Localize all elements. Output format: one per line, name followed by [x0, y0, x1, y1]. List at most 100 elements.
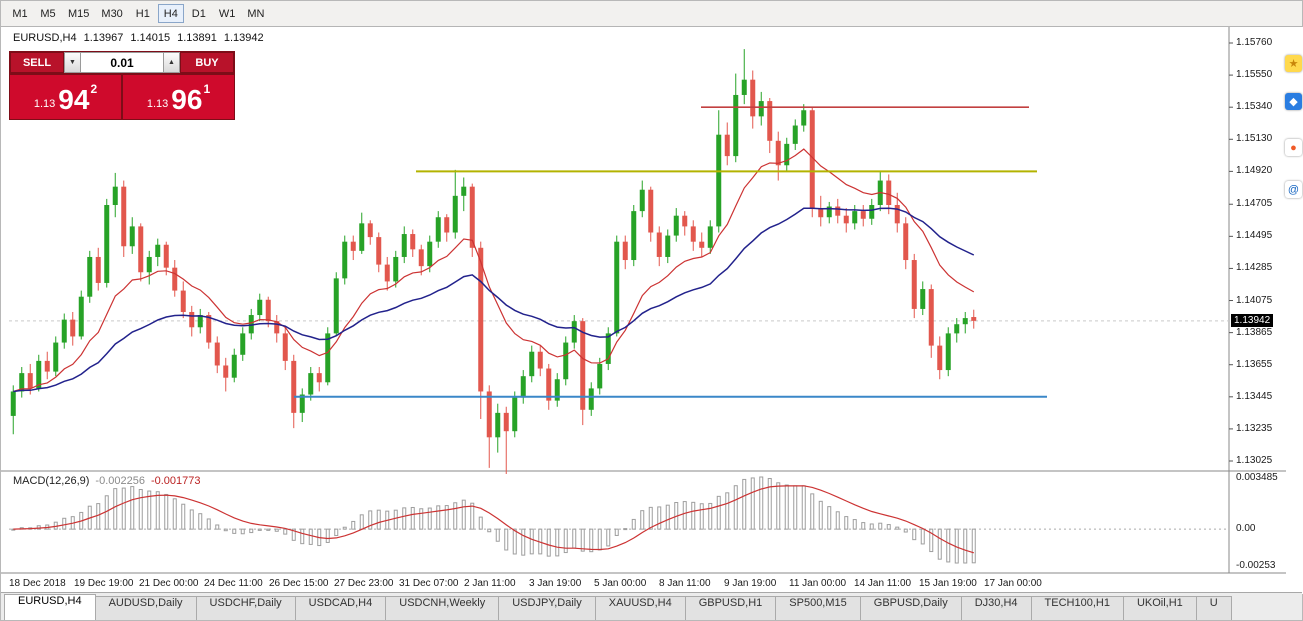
candle-body	[36, 360, 42, 389]
candle-body	[639, 189, 645, 212]
chart-tab-audusd-daily[interactable]: AUDUSD,Daily	[94, 596, 197, 620]
macd-bar	[589, 528, 594, 553]
candle-body	[478, 247, 484, 392]
macd-bar	[555, 528, 560, 557]
chart-area[interactable]: 1.15760 1.15550 1.15340 1.15130 1.14920 1.147…	[1, 27, 1303, 594]
candle-body	[19, 373, 25, 392]
macd-bar	[912, 528, 917, 541]
candle-body	[580, 321, 586, 410]
sell-price-box[interactable]: 1.13 94 2	[10, 75, 121, 119]
trade-panel-controls: SELL ▼ ▲ BUY	[10, 52, 234, 73]
volume-input[interactable]	[81, 52, 163, 73]
sell-button[interactable]: SELL	[10, 52, 64, 73]
candle-body	[801, 110, 807, 126]
macd-bar	[946, 528, 951, 563]
chart-tab-gbpusd-daily[interactable]: GBPUSD,Daily	[859, 596, 962, 620]
candle-body	[597, 363, 603, 389]
ma-line-34	[13, 207, 975, 393]
candle-body	[146, 256, 152, 273]
macd-bar	[223, 528, 228, 532]
chart-tab-xauusd-h4[interactable]: XAUUSD,H4	[594, 596, 686, 620]
macd-bar	[257, 528, 262, 531]
macd-bar	[699, 503, 704, 530]
chart-tab-tech100-h1[interactable]: TECH100,H1	[1030, 596, 1124, 620]
chart-tab-dj30-h4[interactable]: DJ30,H4	[960, 596, 1032, 620]
candle-body	[214, 342, 220, 366]
macd-bar	[682, 501, 687, 530]
candle-body	[852, 211, 858, 224]
mail-float-icon[interactable]: @	[1285, 181, 1302, 198]
candle-body	[928, 289, 934, 346]
candle-body	[248, 315, 254, 334]
chart-tab-u[interactable]: U	[1195, 596, 1232, 620]
candle-body	[894, 205, 900, 224]
macd-bar	[410, 506, 415, 530]
buy-button[interactable]: BUY	[180, 52, 234, 73]
star-float-icon[interactable]: ★	[1285, 55, 1302, 72]
candle-body	[588, 388, 594, 410]
macd-bar	[750, 477, 755, 530]
candle-body	[665, 235, 671, 257]
candle-body	[767, 101, 773, 141]
macd-bar	[249, 528, 254, 534]
candle-body	[733, 94, 739, 157]
price-chart[interactable]	[1, 27, 1303, 594]
candle-body	[163, 244, 169, 268]
macd-bar	[189, 509, 194, 530]
candle-body	[690, 226, 696, 242]
close-value: 1.13942	[223, 32, 264, 44]
browser-float-icon[interactable]: ●	[1285, 139, 1302, 156]
macd-bar	[487, 528, 492, 533]
macd-bar	[495, 528, 500, 542]
candle-body	[622, 241, 628, 261]
chart-tab-usdjpy-daily[interactable]: USDJPY,Daily	[498, 596, 596, 620]
desktop-float-icons: ★ ◆ ● @	[1285, 27, 1303, 594]
macd-bar	[827, 506, 832, 530]
buy-price-pips: 96	[171, 84, 203, 116]
app-float-icon[interactable]: ◆	[1285, 93, 1302, 110]
candle-body	[784, 143, 790, 166]
chart-tab-gbpusd-h1[interactable]: GBPUSD,H1	[684, 596, 777, 620]
candle-body	[418, 249, 424, 267]
macd-signal-value: -0.001773	[150, 475, 201, 487]
chart-tab-eurusd-h4[interactable]: EURUSD,H4	[4, 594, 96, 620]
macd-bar	[920, 528, 925, 545]
macd-bar	[657, 506, 662, 530]
candle-body	[486, 391, 492, 438]
candle-body	[571, 321, 577, 343]
candle-body	[920, 289, 926, 309]
chart-tab-usdcnh-weekly[interactable]: USDCNH,Weekly	[385, 596, 500, 620]
macd-bar	[300, 528, 305, 545]
chart-tab-sp500-m15[interactable]: SP500,M15	[775, 596, 861, 620]
chart-tab-usdcad-h4[interactable]: USDCAD,H4	[294, 596, 387, 620]
timeframe-button-mn[interactable]: MN	[242, 4, 269, 23]
macd-bar	[793, 485, 798, 530]
timeframe-button-d1[interactable]: D1	[186, 4, 212, 23]
chart-tab-ukoil-h1[interactable]: UKOil,H1	[1122, 596, 1197, 620]
macd-bar	[351, 520, 356, 530]
candle-body	[724, 134, 730, 157]
volume-increase-button[interactable]: ▲	[163, 52, 180, 73]
macd-bar	[138, 489, 143, 530]
macd-bar	[334, 528, 339, 537]
macd-bar	[886, 524, 891, 530]
timeframe-button-h4[interactable]: H4	[157, 4, 184, 23]
macd-label: MACD(12,26,9)	[13, 475, 90, 487]
chart-tab-usdchf-daily[interactable]: USDCHF,Daily	[195, 596, 296, 620]
timeframe-button-m1[interactable]: M1	[7, 4, 33, 23]
volume-decrease-button[interactable]: ▼	[64, 52, 81, 73]
candle-body	[342, 241, 348, 279]
candles-layer	[10, 49, 977, 474]
candle-body	[95, 256, 101, 283]
candle-body	[384, 264, 390, 282]
timeframe-button-w1[interactable]: W1	[214, 4, 241, 23]
candle-body	[401, 234, 407, 257]
timeframe-button-m15[interactable]: M15	[63, 4, 94, 23]
timeframe-button-m30[interactable]: M30	[96, 4, 127, 23]
timeframe-button-h1[interactable]: H1	[130, 4, 156, 23]
timeframe-button-m5[interactable]: M5	[35, 4, 61, 23]
candle-body	[206, 315, 212, 343]
buy-price-box[interactable]: 1.13 96 1	[123, 75, 234, 119]
